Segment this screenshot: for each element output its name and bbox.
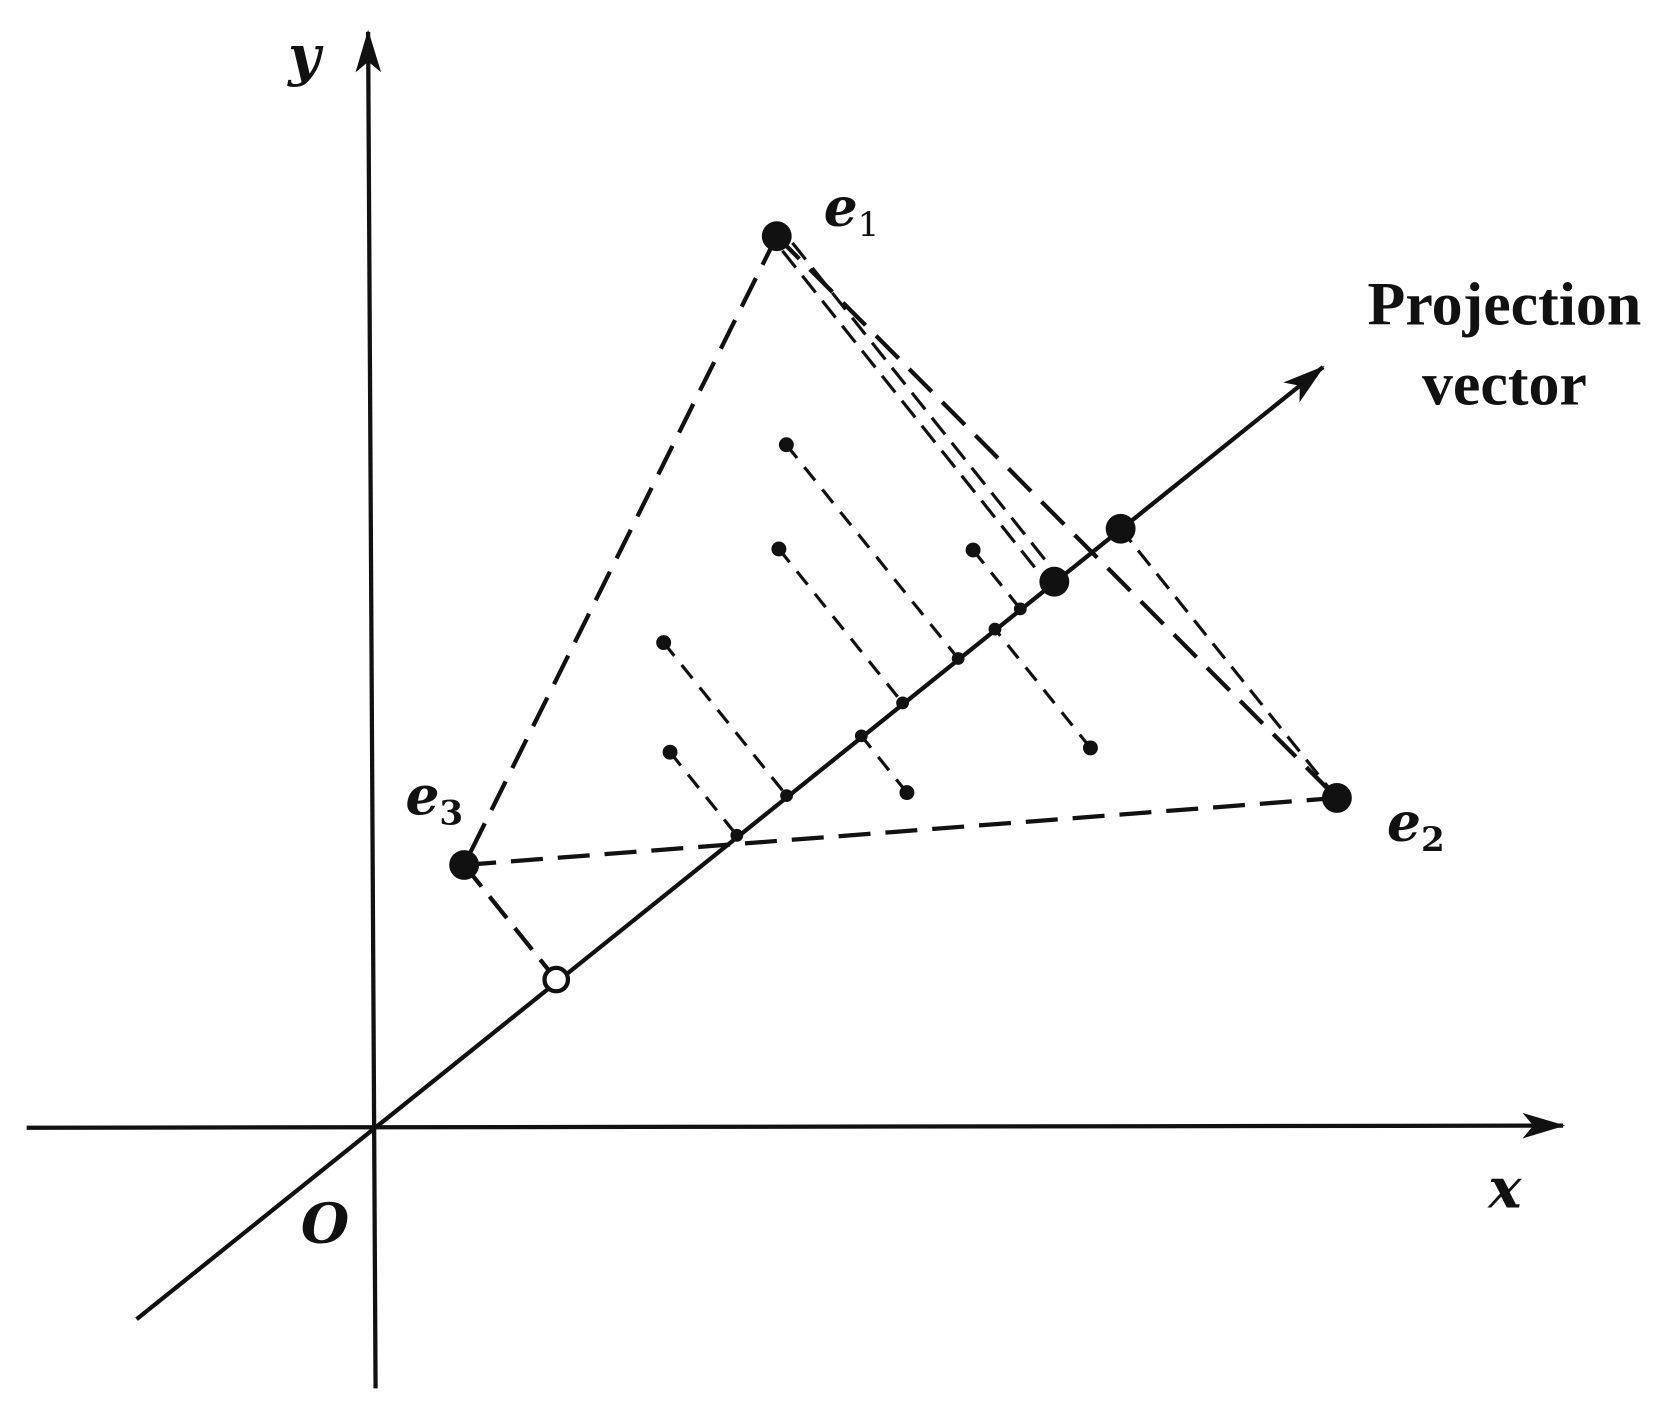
projection-line [777, 547, 904, 704]
data-point [1082, 740, 1098, 756]
projected-point [730, 828, 744, 842]
projected-e1 [1039, 566, 1070, 597]
data-point [965, 542, 981, 558]
projected-point [988, 622, 1002, 636]
label-e1: e1 [824, 176, 880, 246]
projection-line [668, 751, 739, 837]
label-e3: e3 [405, 764, 463, 834]
data-point [778, 437, 794, 453]
projection-label-line2: vector [1422, 350, 1587, 418]
y-axis [355, 29, 382, 1389]
edge-e1-e2 [775, 234, 1339, 800]
x-axis-label: x [1487, 1157, 1522, 1222]
projection-line [662, 641, 788, 797]
projection-label-line1: Projection [1368, 271, 1642, 339]
data-point [656, 635, 672, 651]
projected-point [1013, 602, 1027, 616]
label-e1-sub: 1 [858, 205, 880, 245]
projected-point [780, 789, 793, 802]
origin-label: O [301, 1192, 349, 1257]
projection-line [860, 734, 909, 794]
projected-point [896, 696, 909, 710]
label-e3-sub: 3 [439, 794, 463, 834]
label-e2: e2 [1387, 791, 1445, 861]
projected-point [854, 729, 868, 743]
data-point [771, 541, 787, 557]
projection-line [785, 443, 960, 660]
vertex-e3 [449, 850, 480, 880]
edge-e3-e2 [463, 795, 1338, 868]
label-e2-main: e [1387, 791, 1421, 854]
projected-point [951, 652, 965, 665]
projected-e3 [542, 965, 571, 994]
label-e2-sub: 2 [1421, 820, 1445, 860]
projection-line-e1 [791, 241, 1061, 579]
projection-lines [462, 241, 1339, 994]
data-point [899, 785, 915, 801]
edge-e1-e3 [462, 235, 779, 866]
projection-line [993, 628, 1092, 749]
data-point [662, 744, 678, 760]
projection-line-e3 [462, 863, 558, 981]
projected-e2 [1105, 513, 1136, 544]
label-e1-main: e [824, 176, 858, 239]
x-axis [26, 1112, 1566, 1139]
vertices [449, 221, 1352, 880]
projection-line-e2 [1119, 527, 1339, 799]
vertex-e2 [1321, 783, 1352, 813]
label-e3-main: e [405, 764, 439, 827]
projection-line-e1 [781, 249, 1051, 587]
vertex-e1 [761, 221, 792, 252]
triangle [462, 234, 1339, 868]
y-axis-label: y [286, 24, 324, 89]
projection-line [971, 549, 1022, 610]
